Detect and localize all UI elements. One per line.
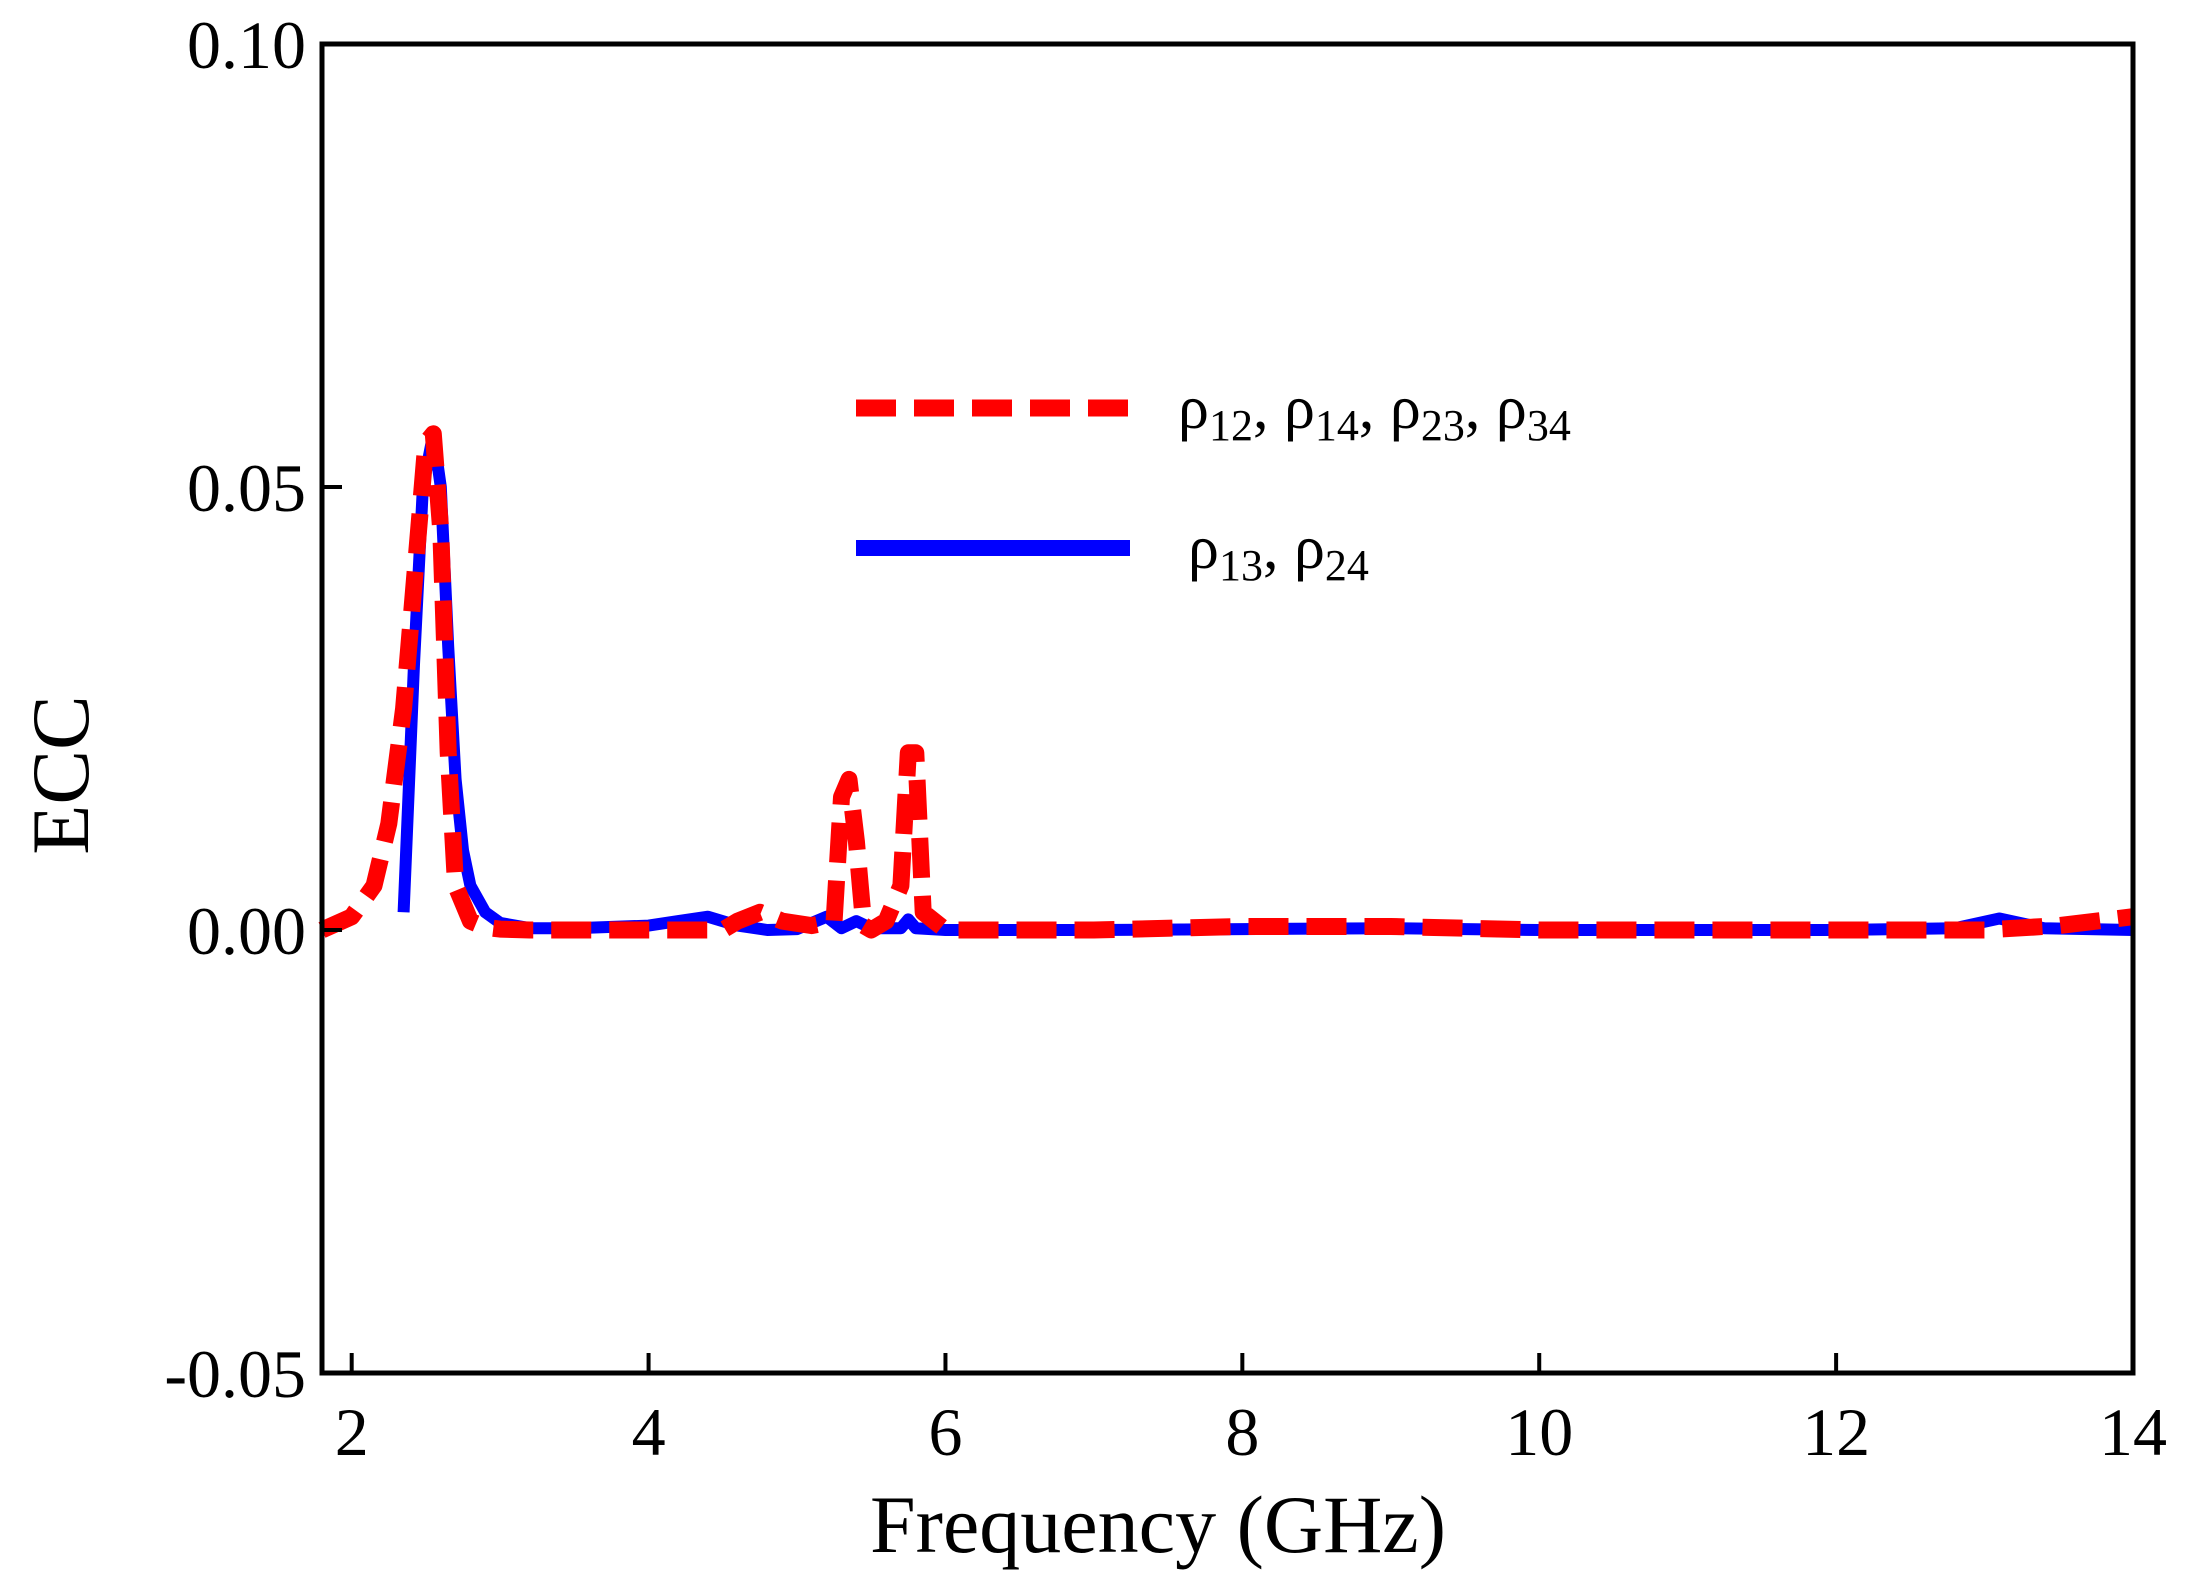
x-tick-label-2: 2: [335, 1394, 369, 1470]
x-axis-title: Frequency (GHz): [870, 1479, 1446, 1570]
plot-frame: [319, 41, 2136, 1376]
y-tick-label-0.10: 0.10: [187, 7, 306, 83]
x-tick-label-14: 14: [2099, 1394, 2167, 1470]
legend: ρ12, ρ14, ρ23, ρ34 ρ13, ρ24: [856, 374, 1571, 590]
y-tick-label-0.00: 0.00: [187, 893, 306, 969]
x-tick-label-4: 4: [632, 1394, 666, 1470]
x-tick-label-8: 8: [1225, 1394, 1259, 1470]
y-tick-label-0.05: 0.05: [187, 450, 306, 526]
x-tick-label-10: 10: [1505, 1394, 1573, 1470]
axes-layer: 2 4 6 8 10 12 14 0.10 0.05 0.00 -0.05: [164, 7, 2167, 1470]
series-layer: [318, 425, 2135, 939]
x-tick-label-6: 6: [928, 1394, 962, 1470]
legend-label-1: ρ12, ρ14, ρ23, ρ34: [1178, 374, 1571, 450]
y-tick-label--0.05: -0.05: [164, 1336, 306, 1412]
y-axis-title: ECC: [15, 695, 106, 854]
x-tick-label-12: 12: [1802, 1394, 1870, 1470]
series-line-1: [318, 425, 2135, 939]
legend-label-2: ρ13, ρ24: [1188, 514, 1369, 590]
series-line-2: [397, 427, 2134, 936]
